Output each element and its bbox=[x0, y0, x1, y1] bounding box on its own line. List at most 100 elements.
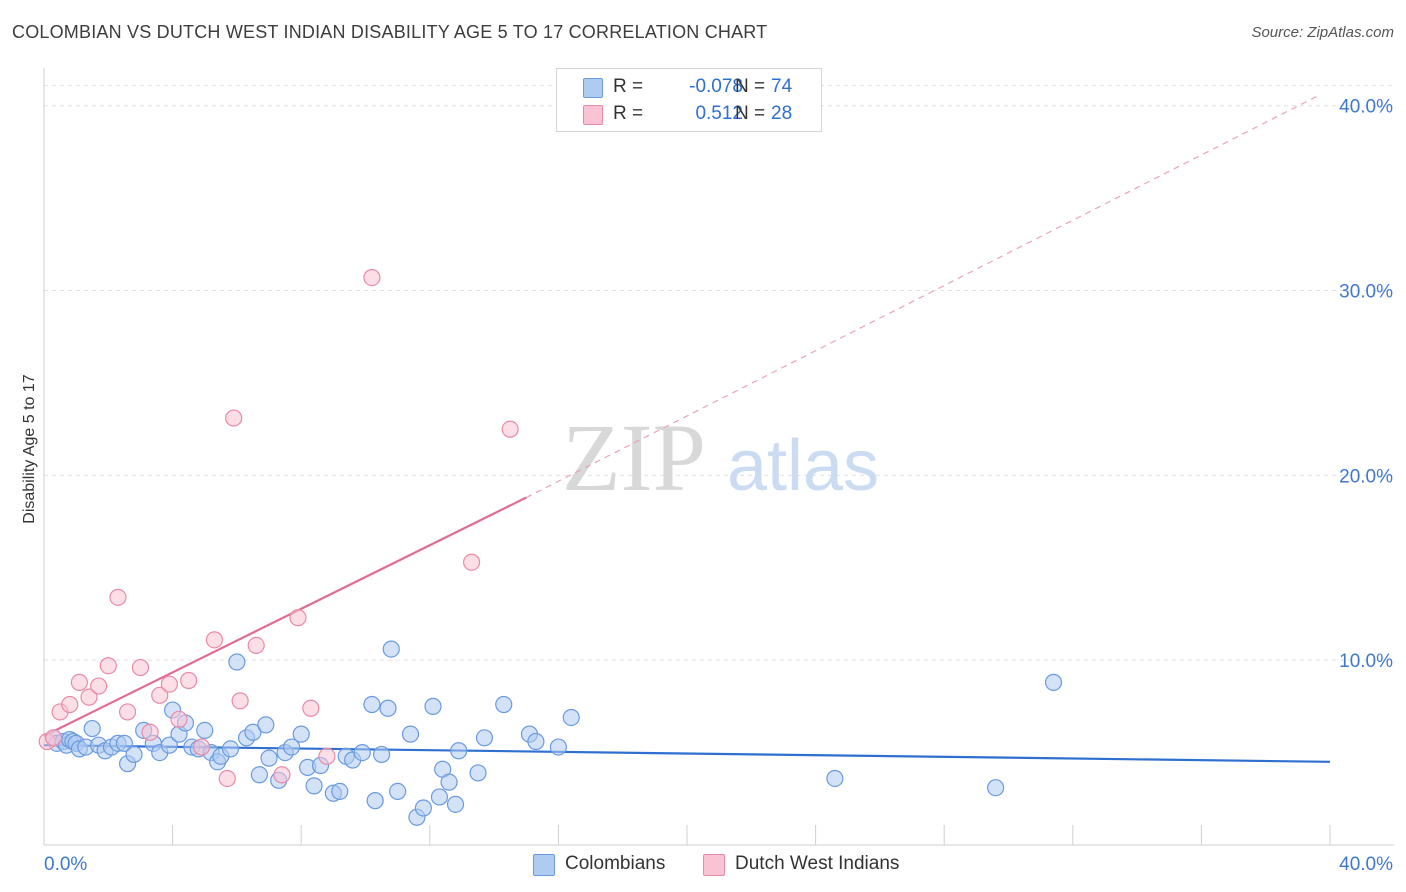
point-colombians bbox=[244, 723, 262, 741]
legend-r-label: R = bbox=[613, 103, 644, 124]
point-dutch-west-indians bbox=[462, 553, 481, 571]
trend-lines bbox=[43, 94, 1331, 763]
tick-labels: 10.0% 20.0% 30.0% 40.0% 0.0% 40.0% bbox=[44, 97, 1393, 875]
point-dutch-west-indians bbox=[90, 677, 108, 695]
legend-r-value: -0.078 bbox=[689, 76, 743, 97]
x-tick-label: 40.0% bbox=[1339, 854, 1393, 875]
point-colombians bbox=[221, 740, 240, 758]
point-colombians bbox=[292, 725, 310, 743]
point-dutch-west-indians bbox=[225, 409, 243, 427]
trend-line-dutch-west-indians bbox=[43, 496, 527, 737]
point-dutch-west-indians bbox=[231, 692, 249, 710]
bottom-legend-label: Dutch West Indians bbox=[735, 853, 900, 874]
point-dutch-west-indians bbox=[170, 710, 188, 728]
axes bbox=[43, 68, 1394, 846]
source-label: Source: ZipAtlas.com bbox=[1251, 24, 1394, 41]
legend-r-value: 0.512 bbox=[695, 103, 743, 124]
point-dutch-west-indians bbox=[318, 747, 336, 765]
legend: R = -0.078 N = 74 R = 0.512 N = 28 bbox=[556, 68, 822, 132]
data-points bbox=[38, 269, 1063, 826]
point-colombians bbox=[527, 732, 545, 751]
point-dutch-west-indians bbox=[160, 675, 178, 693]
point-dutch-west-indians bbox=[118, 703, 137, 721]
y-tick-label: 30.0% bbox=[1339, 282, 1393, 303]
legend-r-label: R = bbox=[613, 76, 644, 97]
y-axis-label: Disability Age 5 to 17 bbox=[21, 374, 38, 524]
point-colombians bbox=[83, 719, 101, 738]
legend-swatch-dutch-west-indians bbox=[583, 105, 603, 125]
point-colombians bbox=[430, 788, 449, 806]
point-colombians bbox=[331, 782, 349, 801]
y-tick-label: 40.0% bbox=[1339, 97, 1393, 118]
trend-line-extrapolated bbox=[525, 94, 1321, 499]
point-colombians bbox=[250, 766, 269, 784]
point-colombians bbox=[382, 640, 400, 658]
point-dutch-west-indians bbox=[302, 699, 320, 717]
point-colombians bbox=[424, 697, 442, 715]
point-dutch-west-indians bbox=[99, 657, 117, 675]
point-colombians bbox=[372, 745, 391, 764]
point-colombians bbox=[826, 769, 844, 788]
point-dutch-west-indians bbox=[218, 769, 236, 788]
point-dutch-west-indians bbox=[363, 269, 381, 287]
point-dutch-west-indians bbox=[289, 609, 307, 627]
y-tick-label: 10.0% bbox=[1339, 651, 1393, 672]
point-colombians bbox=[389, 782, 407, 801]
grid-lines bbox=[44, 84, 1394, 661]
bottom-legend-swatch-dutch-west-indians bbox=[703, 854, 725, 876]
point-dutch-west-indians bbox=[61, 695, 79, 714]
point-colombians bbox=[446, 795, 465, 813]
point-dutch-west-indians bbox=[247, 636, 265, 654]
point-colombians bbox=[160, 736, 178, 754]
legend-n-label: N = bbox=[735, 103, 766, 124]
point-colombians bbox=[125, 745, 143, 764]
point-dutch-west-indians bbox=[151, 686, 169, 704]
point-colombians bbox=[196, 721, 214, 740]
point-colombians bbox=[549, 738, 568, 756]
point-dutch-west-indians bbox=[70, 673, 88, 691]
x-tick-label: 0.0% bbox=[44, 854, 87, 875]
point-dutch-west-indians bbox=[501, 420, 519, 438]
point-dutch-west-indians bbox=[141, 723, 159, 741]
point-colombians bbox=[363, 695, 381, 714]
legend-n-value: 74 bbox=[771, 76, 793, 97]
point-colombians bbox=[1044, 673, 1063, 691]
point-colombians bbox=[305, 777, 323, 795]
bottom-legend-label: Colombians bbox=[565, 853, 666, 874]
point-colombians bbox=[414, 799, 432, 817]
bottom-legend-swatch-colombians bbox=[533, 854, 555, 876]
legend-swatch-colombians bbox=[583, 78, 603, 98]
point-dutch-west-indians bbox=[131, 658, 150, 677]
point-dutch-west-indians bbox=[45, 729, 63, 747]
point-colombians bbox=[257, 716, 275, 734]
point-colombians bbox=[475, 729, 494, 747]
watermark-zip: ZIP bbox=[562, 404, 706, 511]
legend-n-value: 28 bbox=[771, 103, 793, 124]
y-tick-label: 20.0% bbox=[1339, 466, 1393, 487]
point-colombians bbox=[366, 792, 384, 810]
point-colombians bbox=[353, 743, 371, 762]
point-colombians bbox=[282, 738, 301, 756]
point-dutch-west-indians bbox=[192, 738, 211, 756]
point-colombians bbox=[260, 749, 278, 767]
chart-title: COLOMBIAN VS DUTCH WEST INDIAN DISABILIT… bbox=[12, 22, 768, 42]
point-dutch-west-indians bbox=[180, 671, 198, 690]
legend-n-label: N = bbox=[735, 76, 766, 97]
point-colombians bbox=[450, 742, 468, 760]
point-colombians bbox=[401, 725, 420, 743]
point-dutch-west-indians bbox=[205, 631, 223, 649]
point-colombians bbox=[987, 779, 1005, 797]
point-dutch-west-indians bbox=[109, 588, 127, 606]
watermark-atlas: atlas bbox=[727, 426, 879, 506]
point-colombians bbox=[440, 773, 458, 791]
point-dutch-west-indians bbox=[273, 766, 291, 784]
point-dutch-west-indians bbox=[80, 688, 98, 706]
point-colombians bbox=[115, 734, 133, 752]
point-colombians bbox=[469, 764, 487, 782]
trend-line-colombians bbox=[43, 744, 1331, 763]
point-colombians bbox=[495, 695, 513, 714]
point-colombians bbox=[379, 699, 397, 717]
point-colombians bbox=[562, 708, 580, 727]
watermark: ZIP atlas bbox=[562, 404, 879, 511]
